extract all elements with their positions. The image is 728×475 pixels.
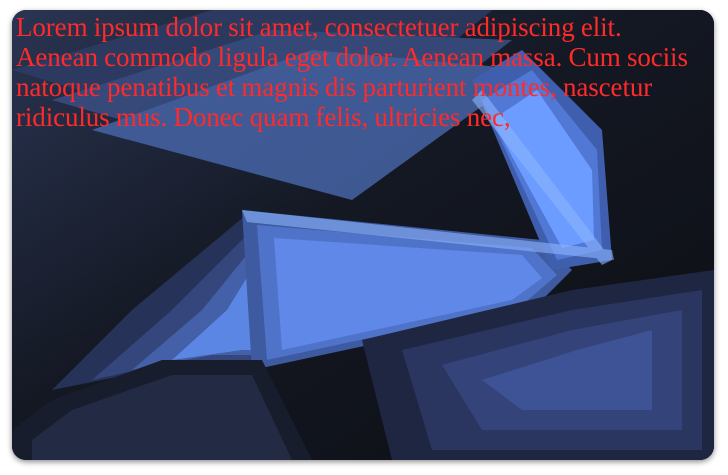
caption-text: Lorem ipsum dolor sit amet, consectetuer… xyxy=(16,12,688,132)
abstract-artwork xyxy=(12,10,714,460)
image-frame: Lorem ipsum dolor sit amet, consectetuer… xyxy=(12,10,714,460)
